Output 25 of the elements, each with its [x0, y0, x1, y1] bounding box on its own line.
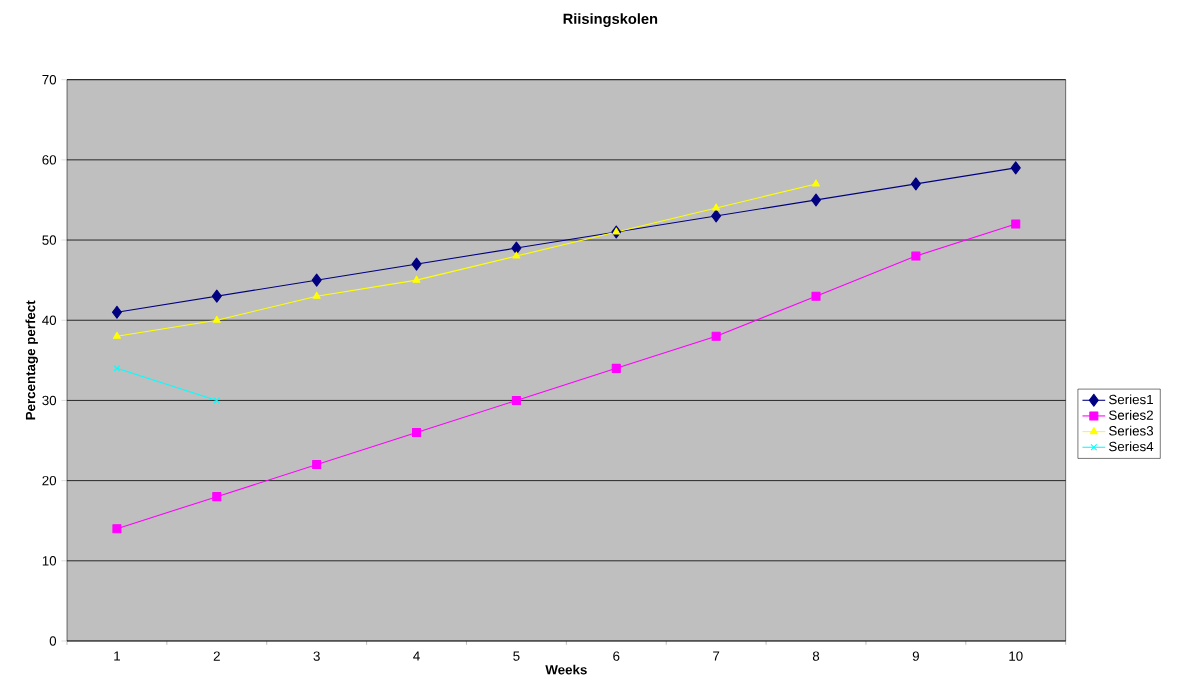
legend-label: Series2 [1109, 410, 1153, 420]
y-tick-label: 60 [42, 155, 57, 165]
x-tick-label: 6 [613, 651, 620, 661]
y-tick-label: 40 [42, 315, 57, 325]
legend-label: Series4 [1109, 441, 1154, 452]
x-tick-label: 1 [114, 651, 120, 661]
x-tick-label: 4 [413, 651, 420, 661]
x-tick-label: 8 [812, 651, 820, 661]
legend-label: Series1 [1109, 394, 1153, 405]
x-tick-label: 3 [313, 651, 320, 661]
y-tick-label: 70 [42, 74, 57, 85]
x-axis-title: Weeks [545, 664, 587, 675]
x-tick-label: 9 [912, 651, 919, 661]
y-tick-label: 0 [49, 636, 57, 646]
y-tick-label: 50 [42, 235, 57, 245]
legend-label: Series3 [1109, 425, 1154, 436]
x-tick-label: 2 [213, 651, 220, 661]
y-tick-label: 30 [42, 395, 57, 406]
x-tick-label: 7 [713, 651, 720, 661]
y-tick-label: 20 [42, 475, 57, 486]
x-tick-label: 5 [513, 651, 520, 661]
chart-title: Riisingskolen [563, 13, 658, 27]
x-tick-label: 10 [1009, 651, 1023, 661]
y-tick-label: 10 [42, 556, 57, 566]
y-axis-title: Percentage perfect [25, 300, 38, 420]
